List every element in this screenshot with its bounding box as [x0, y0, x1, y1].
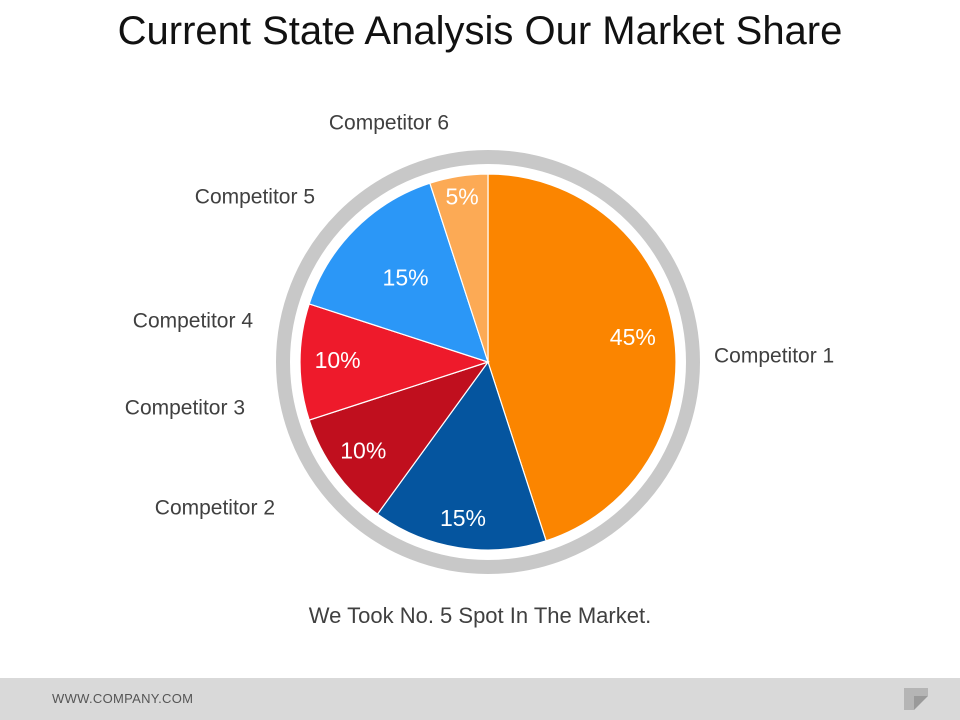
- pie-slice-competitor-1: [487, 173, 677, 542]
- pie-slice-competitor-6: [429, 173, 489, 363]
- slice-value-label-competitor-6: 5%: [445, 184, 478, 210]
- category-label-competitor-5: Competitor 5: [195, 186, 315, 209]
- category-label-competitor-2: Competitor 2: [155, 497, 275, 520]
- pie-slice-competitor-4: [299, 303, 490, 421]
- footer-url: WWW.COMPANY.COM: [52, 691, 194, 706]
- pie-outer-ring: [276, 150, 700, 574]
- slice-value-label-competitor-4: 10%: [315, 347, 361, 373]
- slice-value-label-competitor-3: 10%: [340, 438, 386, 464]
- category-label-competitor-1: Competitor 1: [714, 345, 834, 368]
- slice-value-label-competitor-5: 15%: [383, 265, 429, 291]
- slice-value-label-competitor-1: 45%: [610, 324, 656, 350]
- slide-title: Current State Analysis Our Market Share: [117, 9, 843, 53]
- page-corner-icon: [904, 688, 928, 710]
- category-label-competitor-4: Competitor 4: [133, 310, 254, 333]
- footer-bar: WWW.COMPANY.COM: [0, 678, 960, 720]
- pie-slice-competitor-5: [308, 182, 489, 363]
- slice-value-label-competitor-2: 15%: [440, 505, 486, 531]
- chart-caption: We Took No. 5 Spot In The Market.: [308, 603, 652, 628]
- pie-slice-competitor-3: [308, 360, 490, 515]
- category-label-competitor-3: Competitor 3: [125, 397, 245, 420]
- pie-slice-competitor-2: [376, 360, 547, 551]
- category-label-competitor-6: Competitor 6: [329, 112, 449, 135]
